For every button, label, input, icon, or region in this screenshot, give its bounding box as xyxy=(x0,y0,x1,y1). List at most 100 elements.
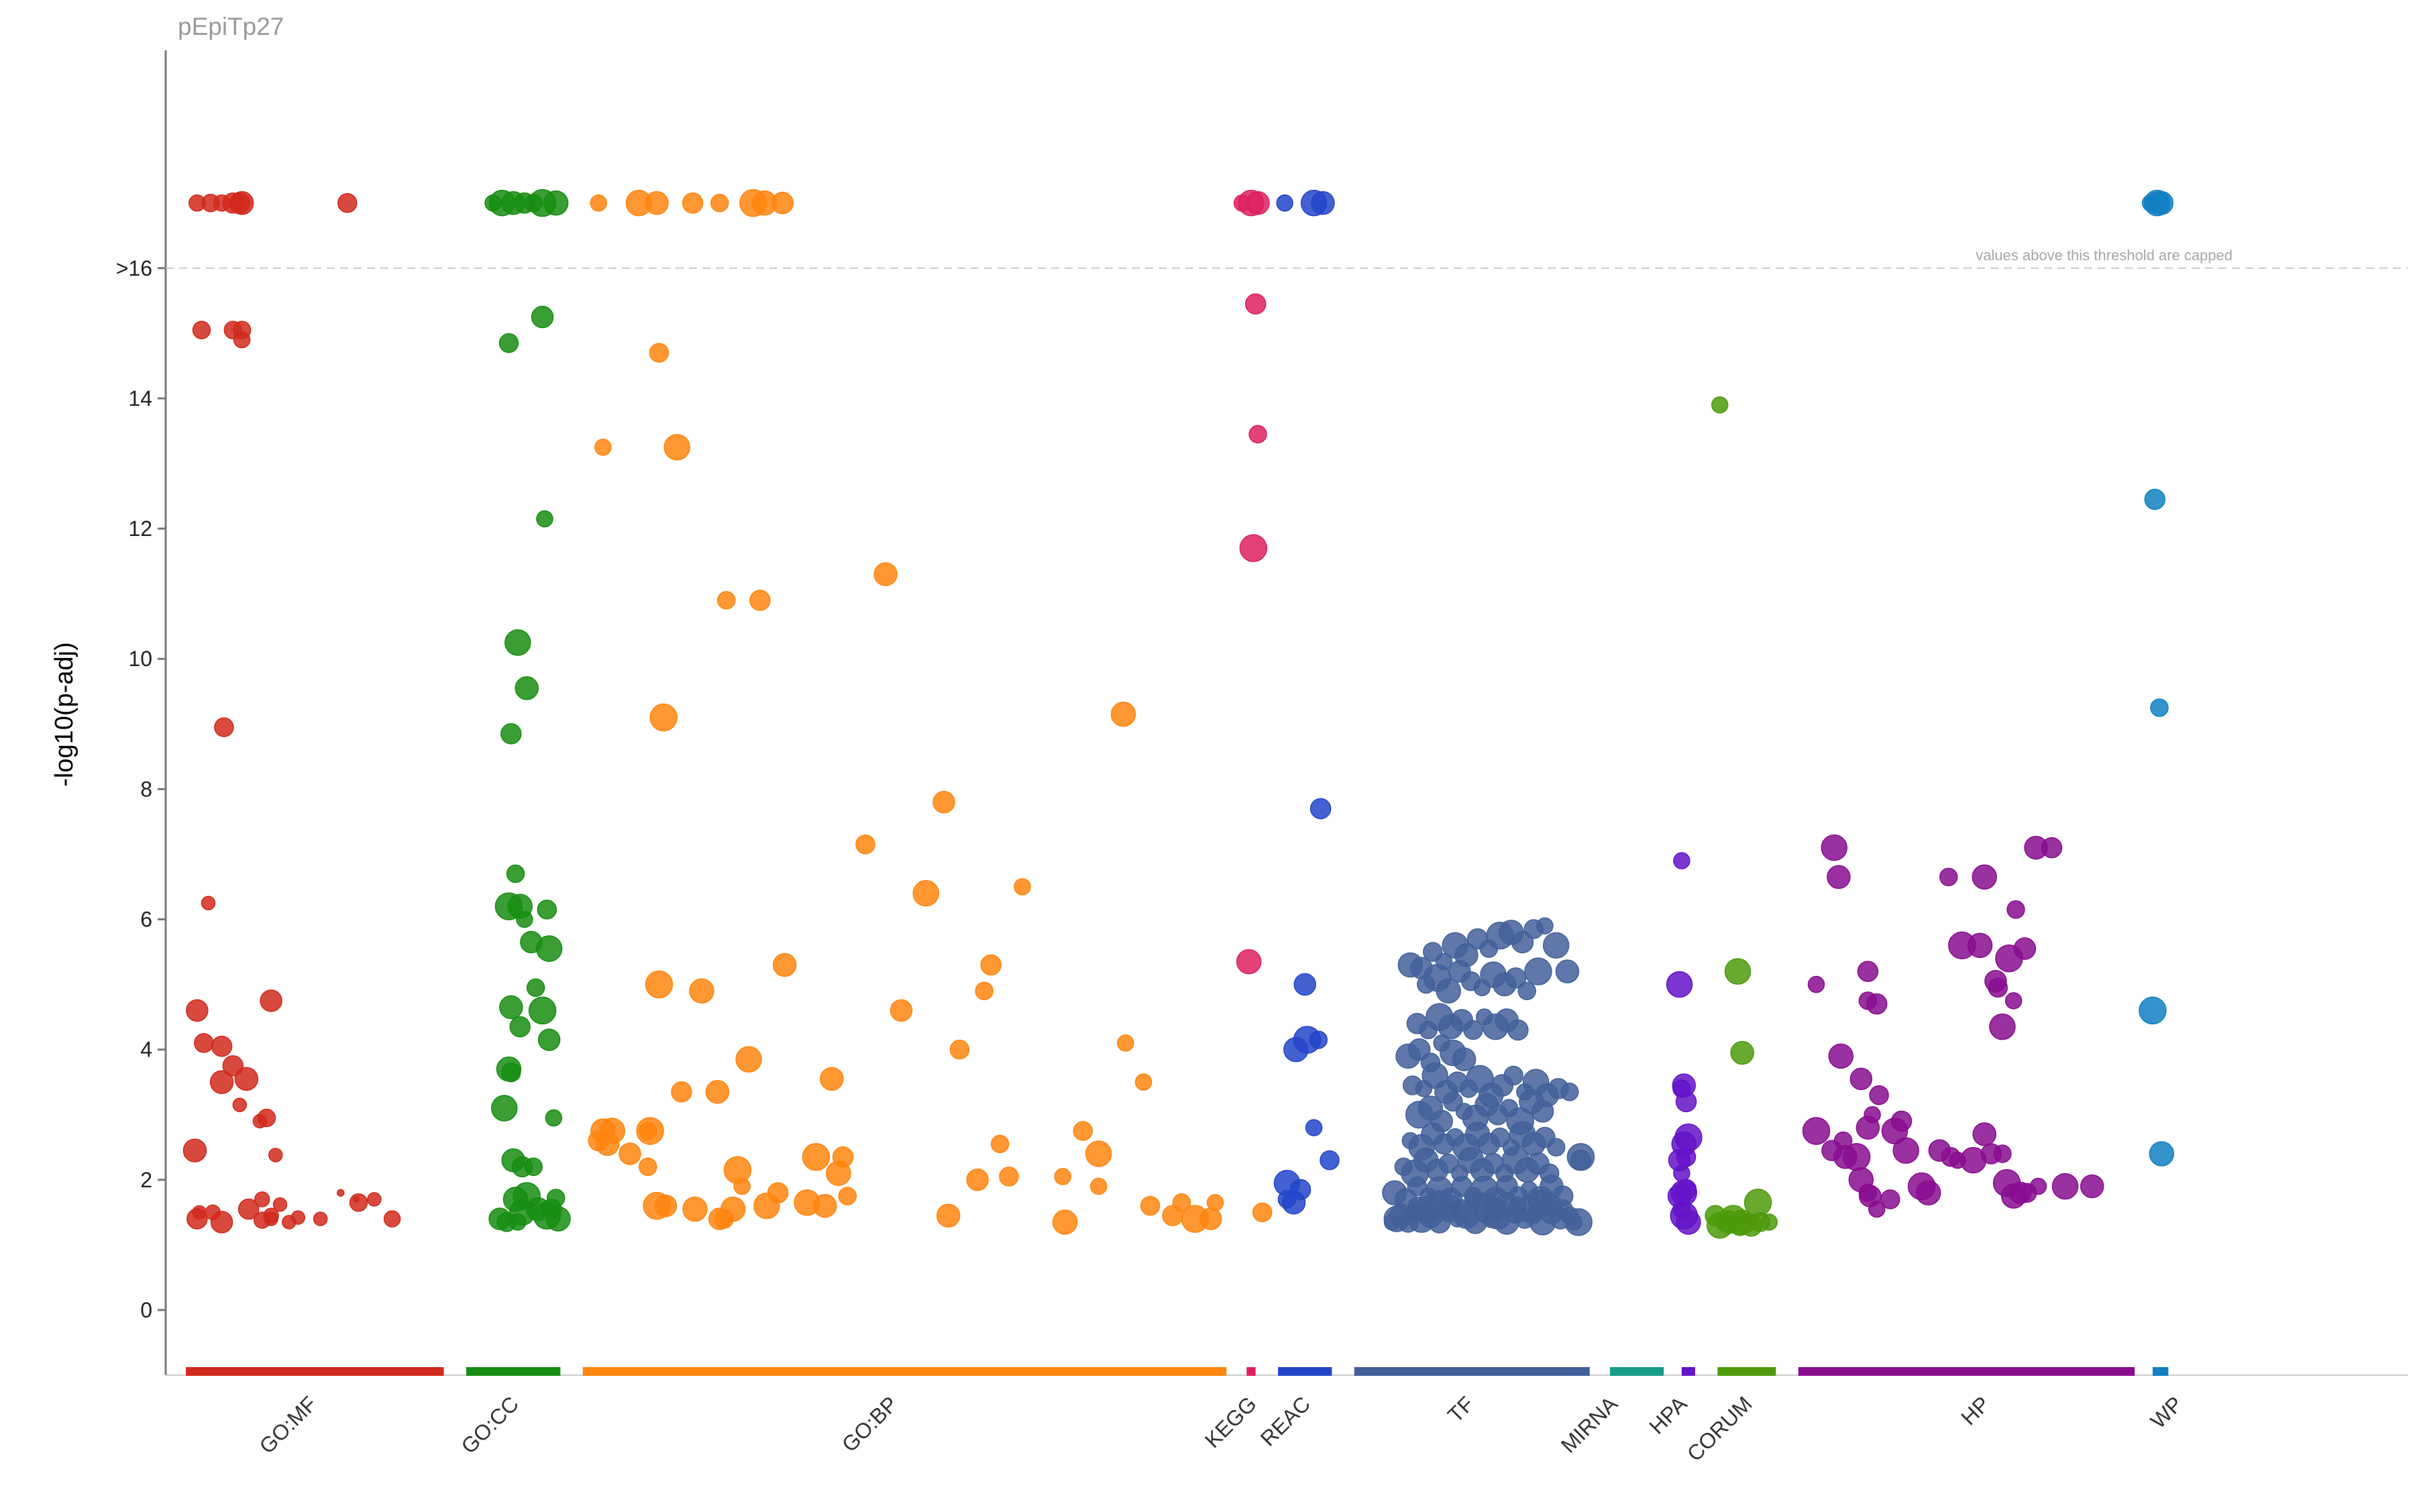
data-point xyxy=(1320,1150,1340,1171)
data-point xyxy=(1463,1020,1483,1040)
data-point xyxy=(771,191,794,215)
points-layer xyxy=(182,188,2175,1239)
data-point xyxy=(535,935,563,962)
data-point xyxy=(1309,798,1332,820)
data-point xyxy=(855,834,875,855)
data-point xyxy=(949,1039,970,1060)
data-point xyxy=(590,194,607,212)
series-reac xyxy=(1273,189,1340,1215)
x-tick-label: GO:MF xyxy=(255,1391,322,1458)
data-point xyxy=(1248,425,1267,444)
y-tick-label: 0 xyxy=(140,1298,152,1322)
source-bars xyxy=(186,1367,2169,1376)
data-point xyxy=(1880,1189,1900,1209)
y-tick-label: 2 xyxy=(140,1168,152,1192)
data-point xyxy=(1849,1067,1873,1091)
x-tick-label: CORUM xyxy=(1682,1391,1757,1466)
data-point xyxy=(645,191,669,215)
data-point xyxy=(1293,973,1316,996)
data-point xyxy=(636,1117,664,1145)
data-point xyxy=(820,1067,844,1091)
data-point xyxy=(337,1189,345,1197)
data-point xyxy=(2145,191,2169,215)
data-point xyxy=(936,1203,961,1228)
data-point xyxy=(1967,932,1993,959)
data-point xyxy=(1821,1140,1843,1161)
data-point xyxy=(689,978,714,1004)
data-point xyxy=(1560,1082,1579,1101)
data-point xyxy=(1666,971,1693,998)
data-point xyxy=(1711,396,1729,414)
data-point xyxy=(645,970,674,999)
y-tick-label: 10 xyxy=(128,647,152,671)
x-tick-label: MIRNA xyxy=(1556,1391,1623,1458)
data-point xyxy=(491,1095,518,1122)
data-point xyxy=(229,191,254,215)
cap-threshold-note: values above this threshold are capped xyxy=(1976,247,2233,264)
data-point xyxy=(1172,1193,1191,1212)
y-axis-title: -log10(p-adj) xyxy=(50,642,78,786)
data-point xyxy=(1236,949,1262,975)
data-point xyxy=(1410,957,1433,980)
data-point xyxy=(1743,1189,1772,1217)
data-point xyxy=(1289,1179,1311,1201)
data-point xyxy=(671,1081,692,1103)
source-bar xyxy=(1354,1367,1590,1376)
data-point xyxy=(1085,1140,1112,1167)
data-point xyxy=(1984,969,2007,993)
data-point xyxy=(1244,293,1267,315)
data-point xyxy=(537,1028,561,1051)
series-tf xyxy=(1382,917,1595,1236)
data-point xyxy=(263,1207,279,1224)
data-point xyxy=(1246,191,1270,215)
data-point xyxy=(966,1169,989,1191)
data-point xyxy=(1073,1121,1093,1141)
data-point xyxy=(1117,1034,1134,1052)
data-point xyxy=(214,717,234,737)
y-tick-label: 12 xyxy=(128,517,152,541)
source-bar xyxy=(186,1367,444,1376)
data-point xyxy=(813,1193,837,1218)
data-point xyxy=(1673,852,1690,869)
data-point xyxy=(260,989,282,1012)
x-tick-label: WP xyxy=(2146,1391,2188,1433)
data-point xyxy=(1089,1177,1108,1195)
data-point xyxy=(873,562,898,586)
data-point xyxy=(1672,1079,1691,1098)
data-point xyxy=(515,676,539,700)
data-point xyxy=(1524,957,1552,985)
data-point xyxy=(234,1067,259,1091)
x-tick-label: GO:BP xyxy=(837,1391,902,1456)
data-point xyxy=(205,1204,221,1221)
data-point xyxy=(2006,900,2025,919)
data-point xyxy=(1890,1110,1913,1132)
source-bar xyxy=(1798,1367,2135,1376)
data-point xyxy=(1134,1073,1152,1091)
data-point xyxy=(682,1196,708,1222)
data-point xyxy=(2004,992,2023,1010)
data-point xyxy=(710,193,729,213)
data-point xyxy=(1892,1137,1919,1164)
data-point xyxy=(272,1197,288,1212)
series-hpa xyxy=(1666,852,1703,1235)
x-tick-label: HP xyxy=(1956,1391,1994,1429)
source-bar xyxy=(1246,1367,1256,1376)
cap-threshold: values above this threshold are capped xyxy=(166,247,2408,269)
data-point xyxy=(749,590,771,611)
data-point xyxy=(1420,1052,1441,1073)
data-point xyxy=(1454,943,1479,967)
data-point xyxy=(682,192,704,214)
data-point xyxy=(1503,1065,1523,1086)
source-bar xyxy=(466,1367,561,1376)
data-point xyxy=(211,1036,233,1057)
source-bar xyxy=(1278,1367,1332,1376)
data-point xyxy=(1206,1194,1224,1211)
x-tick-label: GO:CC xyxy=(456,1391,523,1458)
data-point xyxy=(209,1070,234,1094)
data-point xyxy=(2029,1177,2047,1195)
data-point xyxy=(528,996,557,1025)
data-point xyxy=(1054,1168,1071,1185)
x-tick-label: TF xyxy=(1443,1391,1479,1427)
data-point xyxy=(531,305,554,329)
data-point xyxy=(182,1138,207,1163)
